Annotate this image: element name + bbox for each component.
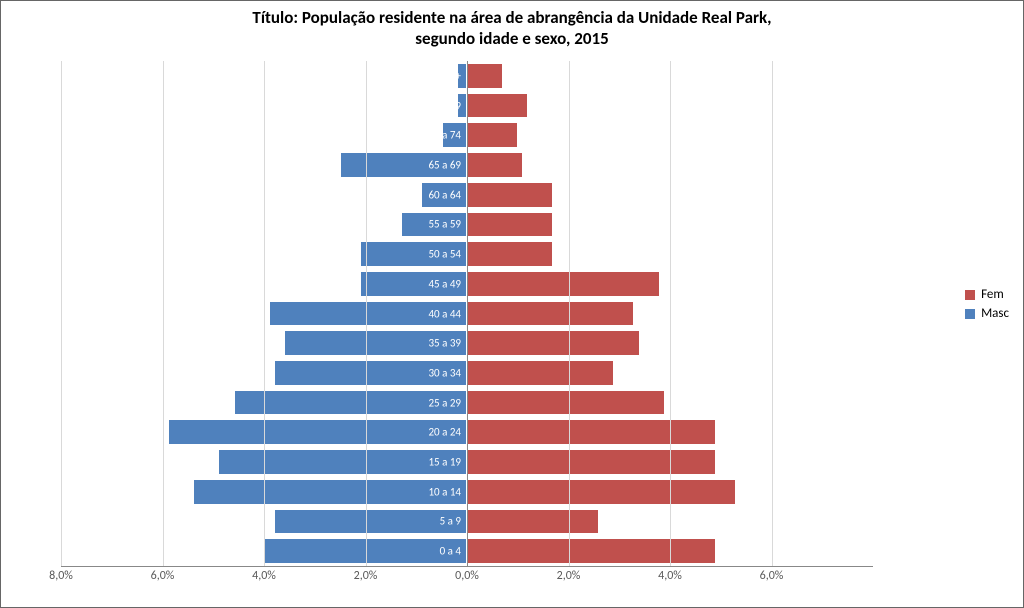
legend: Fem Masc — [965, 283, 1009, 325]
bar-fem — [467, 212, 553, 238]
age-label: 30 a 34 — [428, 366, 461, 379]
bar-fem — [467, 271, 660, 297]
bar-fem — [467, 122, 518, 148]
chart-container: Título: População residente na área de a… — [0, 0, 1024, 608]
age-label: 10 a 14 — [428, 485, 461, 498]
x-tick-label: 4,0% — [252, 569, 276, 583]
grid-line — [569, 61, 570, 566]
age-label: 50 a 54 — [428, 248, 461, 261]
age-label: 15 a 19 — [428, 456, 461, 469]
bar-fem — [467, 360, 614, 386]
age-label: 75 a 79 — [428, 99, 461, 112]
legend-item-fem: Fem — [965, 287, 1009, 302]
age-label: 70 a 74 — [428, 129, 461, 142]
bar-fem — [467, 241, 553, 267]
grid-line — [772, 61, 773, 566]
bar-masc — [193, 479, 467, 505]
bar-fem — [467, 390, 665, 416]
grid-line — [467, 61, 468, 566]
grid-line — [163, 61, 164, 566]
bar-fem — [467, 509, 599, 535]
bar-fem — [467, 93, 528, 119]
grid-line — [61, 61, 62, 566]
x-axis: 8,0%6,0%4,0%2,0%0,0%2,0%4,0%6,0% — [61, 569, 873, 589]
bar-masc — [168, 419, 467, 445]
legend-swatch — [965, 290, 975, 300]
age-label: 60 a 64 — [428, 188, 461, 201]
x-tick-label: 4,0% — [658, 569, 682, 583]
x-tick-label: 6,0% — [151, 569, 175, 583]
x-tick-label: 6,0% — [760, 569, 784, 583]
age-label: 45 a 49 — [428, 277, 461, 290]
bar-fem — [467, 419, 716, 445]
legend-label: Fem — [981, 287, 1004, 302]
legend-item-masc: Masc — [965, 306, 1009, 321]
bar-fem — [467, 330, 640, 356]
bar-fem — [467, 301, 634, 327]
age-label: 20 a 24 — [428, 426, 461, 439]
bar-fem — [467, 538, 716, 564]
legend-label: Masc — [981, 306, 1009, 321]
bar-fem — [467, 449, 716, 475]
bar-fem — [467, 63, 503, 89]
age-label: 65 a 69 — [428, 159, 461, 172]
age-label: 55 a 59 — [428, 218, 461, 231]
age-label: 80 e + — [434, 69, 461, 82]
chart-title-line1: Título: População residente na área de a… — [1, 7, 1023, 28]
chart-title-line2: segundo idade e sexo, 2015 — [1, 28, 1023, 49]
chart-title: Título: População residente na área de a… — [1, 1, 1023, 50]
age-label: 25 a 29 — [428, 396, 461, 409]
x-tick-label: 2,0% — [354, 569, 378, 583]
plot-area: 0 a 4 5 a 9 10 a 14 15 a 19 20 a 24 25 a 29 30… — [61, 61, 873, 567]
age-label: 35 a 39 — [428, 337, 461, 350]
age-label: 40 a 44 — [428, 307, 461, 320]
grid-line — [264, 61, 265, 566]
bar-masc — [274, 509, 467, 535]
x-tick-label: 2,0% — [557, 569, 581, 583]
legend-swatch — [965, 309, 975, 319]
x-tick-label: 0,0% — [455, 569, 479, 583]
grid-line — [670, 61, 671, 566]
age-label: 5 a 9 — [440, 515, 461, 528]
bar-fem — [467, 152, 523, 178]
x-tick-label: 8,0% — [49, 569, 73, 583]
grid-line — [366, 61, 367, 566]
bar-fem — [467, 479, 736, 505]
bar-fem — [467, 182, 553, 208]
age-label: 0 a 4 — [440, 545, 461, 558]
